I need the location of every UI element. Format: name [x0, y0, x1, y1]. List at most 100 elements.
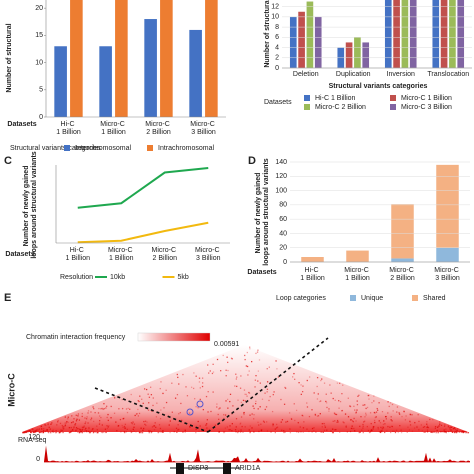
heatmap-pixel: [37, 429, 39, 432]
heatmap-pixel: [258, 359, 261, 361]
heatmap-pixel: [311, 431, 313, 433]
heatmap-pixel: [198, 430, 200, 433]
heatmap-pixel: [334, 420, 336, 422]
heatmap-pixel: [240, 375, 242, 377]
heatmap-pixel: [76, 418, 78, 421]
heatmap-pixel: [69, 431, 71, 434]
heatmap-pixel: [40, 431, 42, 434]
heatmap-pixel: [367, 429, 370, 432]
heatmap-pixel: [194, 398, 196, 400]
rnaseq-signal: [44, 445, 470, 462]
heatmap-pixel: [231, 423, 233, 425]
legend-label: Interchromosomal: [75, 145, 131, 152]
heatmap-pixel: [206, 427, 208, 429]
heatmap-pixel: [373, 395, 375, 397]
heatmap-pixel: [234, 429, 237, 431]
heatmap-pixel: [325, 400, 327, 403]
heatmap-pixel: [455, 431, 458, 434]
heatmap-pixel: [77, 431, 79, 433]
bar: [314, 16, 322, 68]
heatmap-pixel: [146, 421, 148, 423]
heatmap-pixel: [171, 382, 173, 384]
heatmap-pixel: [71, 415, 73, 417]
heatmap-pixel: [403, 410, 405, 412]
heatmap-pixel: [268, 366, 270, 368]
heatmap-pixel: [418, 420, 420, 423]
heatmap-pixel: [85, 427, 87, 430]
heatmap-pixel: [236, 385, 238, 388]
heatmap-pixel: [351, 425, 353, 427]
heatmap-pixel: [35, 429, 38, 431]
heatmap-pixel: [33, 430, 36, 433]
heatmap-pixel: [82, 428, 84, 430]
x-tick-label: Micro-C 3 Billion: [195, 247, 221, 262]
heatmap-pixel: [370, 422, 372, 425]
domain-line: [94, 387, 209, 433]
heatmap-pixel: [342, 421, 344, 423]
heatmap-pixel: [41, 428, 43, 430]
heatmap-pixel: [70, 421, 73, 424]
heatmap-pixel: [160, 381, 162, 383]
heatmap-pixel: [311, 427, 314, 430]
heatmap-pixel: [73, 418, 75, 420]
heatmap-pixel: [408, 429, 411, 431]
heatmap-pixel: [24, 431, 26, 434]
heatmap-pixel: [283, 403, 286, 405]
loop-circle: [196, 400, 204, 408]
heatmap-pixel: [375, 416, 377, 418]
x-tick-label: Translocation: [427, 71, 469, 78]
heatmap-pixel: [195, 431, 197, 434]
heatmap-pixel: [436, 429, 438, 432]
heatmap-pixel: [342, 384, 344, 386]
heatmap-pixel: [145, 388, 148, 391]
heatmap-pixel: [456, 429, 458, 432]
heatmap-pixel: [195, 375, 197, 377]
heatmap-pixel: [385, 415, 387, 418]
bar: [115, 0, 128, 118]
heatmap-pixel: [67, 416, 69, 418]
heatmap-pixel: [265, 421, 268, 423]
heatmap-pixel: [55, 431, 58, 434]
heatmap-pixel: [81, 415, 83, 418]
heatmap-pixel: [426, 431, 429, 433]
heatmap-pixel: [55, 431, 57, 434]
heatmap-pixel: [253, 431, 255, 433]
heatmap-pixel: [136, 413, 138, 415]
heatmap-pixel: [225, 375, 227, 377]
heatmap-pixel: [284, 431, 286, 433]
heatmap-pixel: [451, 426, 453, 428]
heatmap-pixel: [100, 431, 103, 434]
heatmap-pixel: [456, 430, 458, 432]
heatmap-pixel: [449, 426, 452, 428]
heatmap-pixel: [377, 428, 379, 430]
heatmap-pixel: [324, 425, 326, 427]
heatmap-pixel: [83, 426, 85, 428]
heatmap-pixel: [235, 378, 238, 380]
heatmap-pixel: [123, 425, 126, 428]
heatmap-pixel: [266, 391, 268, 393]
heatmap-pixel: [240, 401, 243, 404]
heatmap-pixel: [30, 431, 32, 434]
heatmap-pixel: [108, 425, 110, 427]
heatmap-pixel: [302, 431, 304, 433]
heatmap-pixel: [368, 398, 370, 400]
heatmap-pixel: [131, 423, 134, 425]
heatmap-pixel: [383, 420, 385, 422]
heatmap-pixel: [443, 425, 446, 427]
heatmap-pixel: [174, 397, 177, 399]
heatmap-pixel: [389, 426, 391, 428]
heatmap-pixel: [181, 419, 183, 422]
heatmap-pixel: [159, 387, 161, 390]
heatmap-pixel: [384, 431, 386, 434]
heatmap-pixel: [256, 351, 259, 353]
heatmap-pixel: [367, 394, 369, 397]
heatmap-pixel: [272, 423, 274, 426]
heatmap-pixel: [235, 431, 237, 433]
heatmap-pixel: [199, 398, 201, 401]
x-tick-label: Micro-C 2 Billion: [152, 247, 178, 262]
bar: [205, 0, 218, 118]
heatmap-pixel: [84, 429, 86, 431]
heatmap-pixel: [369, 431, 372, 434]
heatmap-pixel: [423, 431, 425, 433]
heatmap-pixel: [254, 402, 257, 405]
